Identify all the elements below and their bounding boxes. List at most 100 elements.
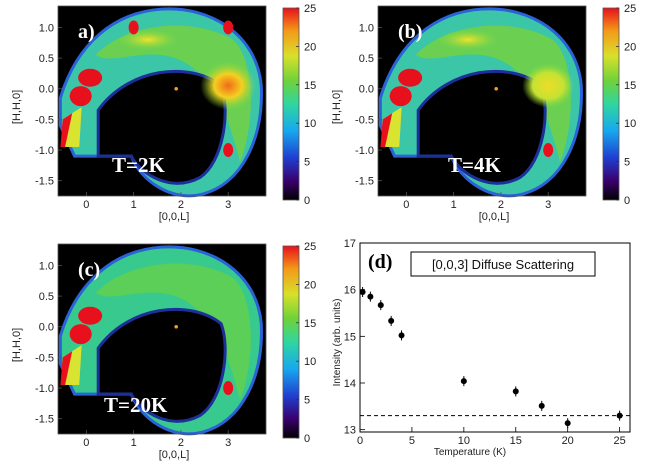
x-tick-label: 2 — [178, 437, 184, 449]
y-tick-label: 0.0 — [39, 322, 54, 334]
data-point — [616, 412, 623, 419]
bragg-peak — [128, 20, 139, 35]
data-point — [512, 388, 519, 395]
x-axis-label: [0,0,L] — [479, 211, 510, 223]
panel-b: 1.0 0.5 0.0 -0.5 -1.0 -1.5 0 1 2 3 [0,0,L] [H,H,0] (… — [331, 3, 636, 223]
data-point — [460, 378, 467, 385]
x-tick-label: 15 — [510, 435, 522, 447]
x-tick-label: 25 — [613, 435, 625, 447]
y-tick-label: -0.5 — [355, 114, 374, 126]
bragg-peak — [389, 86, 412, 107]
inner-edge — [416, 69, 547, 185]
y-tick-label: 1.0 — [39, 22, 54, 34]
colorbar-tick-label: 5 — [304, 157, 310, 169]
y-axis-label: [H,H,0] — [11, 328, 23, 362]
y-tick-label: 13 — [344, 425, 356, 437]
colorbar-tick-label: 0 — [304, 433, 310, 445]
plot-frame — [57, 5, 267, 197]
bragg-peak — [223, 20, 234, 35]
colorbar-tick-label: 0 — [624, 195, 630, 207]
x-tick-label: 1 — [451, 199, 457, 211]
x-tick-label: 1 — [131, 437, 137, 449]
data-point — [538, 402, 545, 409]
colorbar-tick-label: 20 — [304, 279, 316, 291]
x-tick-label: 5 — [409, 435, 415, 447]
intensity-edge — [378, 7, 583, 198]
x-axis-label: Temperature (K) — [434, 447, 506, 458]
bragg-peak — [223, 143, 234, 158]
plot-frame — [57, 243, 267, 435]
bragg-peak — [69, 324, 92, 345]
colorbar — [282, 7, 300, 201]
y-tick-label: 0.5 — [359, 53, 374, 65]
minor-spot — [174, 86, 178, 91]
y-tick-label: -1.0 — [35, 145, 54, 157]
y-tick-label: 0.5 — [39, 291, 54, 303]
x-tick-label: 3 — [545, 199, 551, 211]
bragg-peak — [78, 68, 103, 87]
diffuse-band — [437, 29, 498, 50]
colorbar-tick-label: 15 — [624, 80, 636, 92]
colorbar-tick-label: 25 — [304, 3, 316, 15]
plot-frame — [377, 5, 587, 197]
x-tick-label: 20 — [562, 435, 574, 447]
colorbar-tick-label: 25 — [624, 3, 636, 15]
lower-mask — [58, 156, 132, 196]
minor-spot — [494, 86, 498, 91]
y-tick-label: 15 — [344, 331, 356, 343]
y-tick-label: 14 — [344, 378, 356, 390]
y-tick-label: 0.5 — [39, 53, 54, 65]
y-tick-label: -0.5 — [35, 352, 54, 364]
inner-edge — [96, 307, 227, 423]
lower-mask — [58, 394, 132, 434]
panel-body: 1.0 0.5 0.0 -0.5 -1.0 -1.5 0 1 2 3 [0,0,L] [H,H,0] (… — [331, 3, 636, 223]
colorbar-tick-label: 25 — [304, 241, 316, 253]
bragg-tail — [60, 113, 73, 147]
colorbar-tick-label: 20 — [304, 41, 316, 53]
y-axis-label: [H,H,0] — [331, 90, 343, 124]
data-point — [398, 332, 405, 339]
bragg-peak — [69, 86, 92, 107]
data-point — [367, 293, 374, 300]
colorbar-tick-label: 10 — [304, 118, 316, 130]
x-tick-label: 2 — [178, 199, 184, 211]
colorbar — [282, 245, 300, 439]
colorbar-tick-label: 10 — [624, 118, 636, 130]
x-tick-label: 10 — [458, 435, 470, 447]
colorbar-tick-label: 15 — [304, 318, 316, 330]
data-point — [564, 420, 571, 427]
colorbar-tick-label: 20 — [624, 41, 636, 53]
panel-body: 1.0 0.5 0.0 -0.5 -1.0 -1.5 0 1 2 3 [0,0,L] [H,H,0] a… — [11, 3, 316, 223]
colorbar-tick-label: 15 — [304, 80, 316, 92]
data-point — [359, 289, 366, 295]
colorbar-tick-label: 5 — [624, 157, 630, 169]
intensity-edge — [58, 7, 263, 198]
colorbar-tick-label: 0 — [304, 195, 310, 207]
x-tick-label: 0 — [83, 199, 89, 211]
x-tick-label: 1 — [131, 199, 137, 211]
panel-a: 1.0 0.5 0.0 -0.5 -1.0 -1.5 0 1 2 3 [0,0,L] [H,H,0] a… — [11, 3, 316, 223]
x-tick-label: 0 — [403, 199, 409, 211]
colorbar-tick-label: 10 — [304, 356, 316, 368]
y-tick-label: 17 — [344, 238, 356, 250]
bragg-tail — [380, 113, 393, 147]
diffuse-hotspot — [522, 63, 575, 108]
data-point — [377, 302, 384, 309]
inner-edge — [96, 69, 227, 185]
panel-label: (b) — [398, 21, 422, 43]
x-tick-label: 0 — [357, 435, 363, 447]
y-tick-label: 1.0 — [39, 260, 54, 272]
x-tick-label: 3 — [225, 437, 231, 449]
y-tick-label: 1.0 — [359, 22, 374, 34]
panel-label: a) — [78, 21, 95, 43]
temperature-label: T=20K — [104, 393, 168, 417]
intensity-band — [95, 25, 251, 163]
y-axis-label: [H,H,0] — [11, 90, 23, 124]
panel-label: (d) — [368, 251, 392, 273]
bragg-peak — [223, 381, 234, 396]
y-tick-label: -1.5 — [355, 176, 374, 188]
data-point — [388, 317, 395, 324]
bragg-peak — [398, 68, 423, 87]
y-tick-label: 0.0 — [359, 84, 374, 96]
